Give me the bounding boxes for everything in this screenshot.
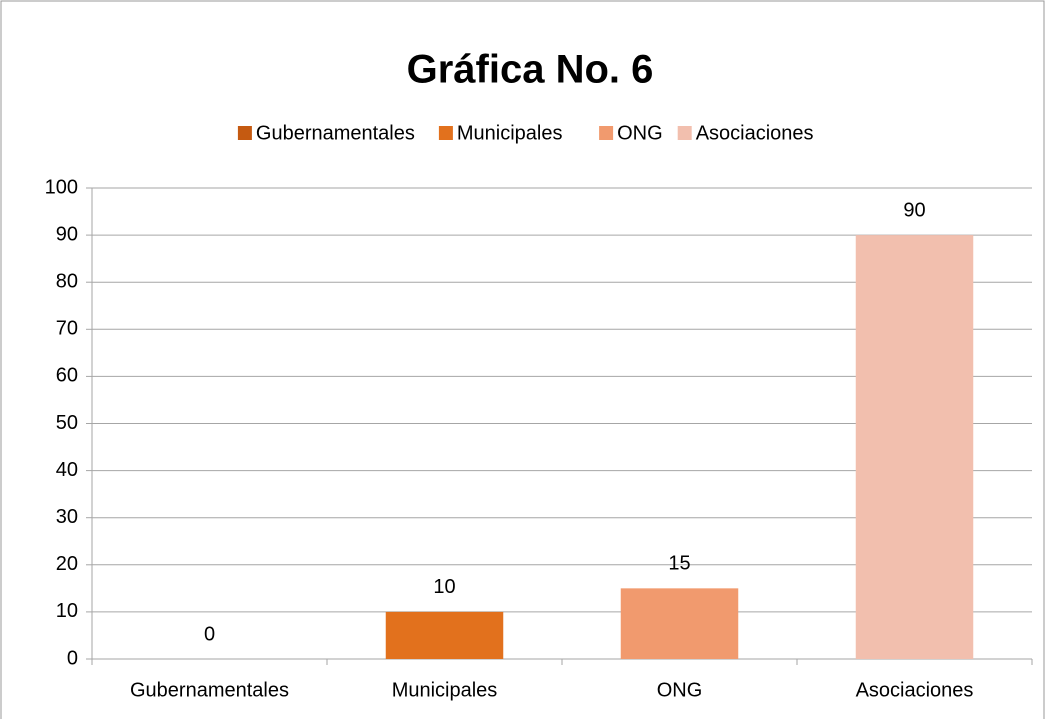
y-tick-label: 70 <box>56 318 78 340</box>
y-tick-label: 90 <box>56 223 78 245</box>
y-tick-label: 60 <box>56 365 78 387</box>
chart-title: Gráfica No. 6 <box>407 48 654 92</box>
data-label: 90 <box>903 199 925 221</box>
legend-swatch <box>599 126 614 140</box>
data-label: 0 <box>204 623 215 645</box>
legend-label: Gubernamentales <box>256 122 415 144</box>
y-tick-label: 50 <box>56 412 78 434</box>
bar <box>855 235 974 659</box>
y-tick-label: 30 <box>56 506 78 528</box>
legend-swatch <box>237 126 252 140</box>
y-tick-label: 0 <box>67 647 78 669</box>
legend-swatch <box>677 126 692 140</box>
y-tick-label: 40 <box>56 459 78 481</box>
legend-label: Asociaciones <box>696 122 814 144</box>
bar <box>385 611 504 659</box>
x-tick-label: Municipales <box>392 679 498 701</box>
bar <box>620 588 739 659</box>
y-tick-label: 80 <box>56 270 78 292</box>
y-tick-label: 100 <box>45 176 78 198</box>
data-label: 15 <box>668 553 690 575</box>
x-tick-label: Asociaciones <box>856 679 974 701</box>
legend-label: ONG <box>617 122 663 144</box>
x-tick-label: Gubernamentales <box>130 679 289 701</box>
data-label: 10 <box>433 576 455 598</box>
legend-swatch <box>438 126 453 140</box>
legend-label: Municipales <box>457 122 563 144</box>
y-tick-label: 20 <box>56 553 78 575</box>
x-tick-label: ONG <box>657 679 703 701</box>
y-tick-label: 10 <box>56 600 78 622</box>
